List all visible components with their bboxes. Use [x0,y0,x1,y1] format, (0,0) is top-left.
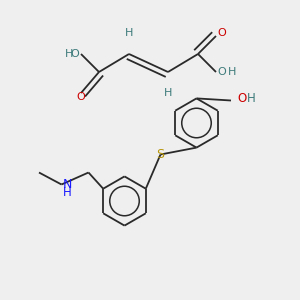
Text: H: H [125,28,133,38]
Text: O: O [218,67,226,77]
Text: H: H [247,92,256,106]
Text: H: H [227,67,236,77]
Text: H: H [63,186,72,200]
Text: N: N [63,178,72,191]
Text: O: O [238,92,247,106]
Text: O: O [71,49,80,59]
Text: H: H [164,88,172,98]
Text: S: S [157,148,164,161]
Text: O: O [76,92,85,102]
Text: O: O [218,28,226,38]
Text: H: H [65,49,74,59]
